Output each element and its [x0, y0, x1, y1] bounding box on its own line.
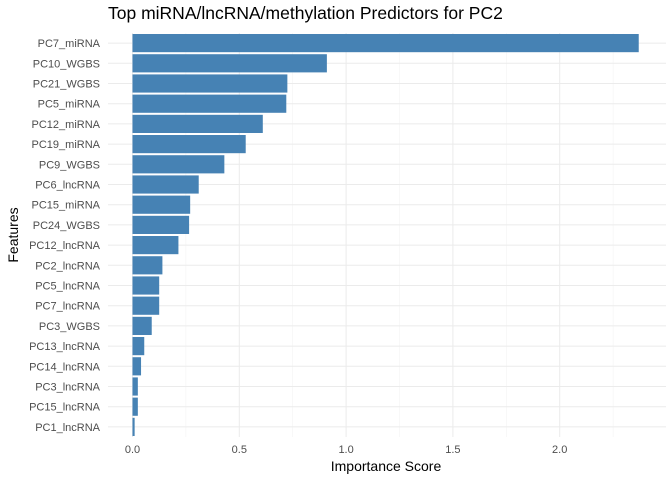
bar [132, 397, 138, 416]
y-tick-label: PC6_lncRNA [35, 180, 100, 192]
y-tick-label: PC5_miRNA [38, 99, 101, 111]
bar [132, 114, 263, 133]
bar [132, 195, 191, 214]
y-tick-label: PC19_miRNA [32, 139, 101, 151]
bars [132, 34, 639, 436]
y-tick-label: PC2_lncRNA [35, 260, 100, 272]
y-tick-label: PC14_lncRNA [29, 361, 101, 373]
bar [132, 155, 225, 174]
y-tick-label: PC7_lncRNA [35, 301, 100, 313]
y-tick-label: PC3_lncRNA [35, 382, 100, 394]
bar [132, 34, 639, 53]
y-tick-label: PC15_lncRNA [29, 402, 101, 414]
y-tick-labels: PC7_miRNA PC10_WGBS PC21_WGBS PC5_miRNA PC12… [29, 38, 101, 434]
y-tick-label: PC21_WGBS [33, 79, 100, 91]
bar [132, 276, 160, 295]
y-tick-label: PC1_lncRNA [35, 422, 100, 434]
y-axis-title: Features [5, 207, 21, 262]
y-tick-label: PC3_WGBS [39, 321, 100, 333]
x-tick-label: 0.0 [125, 444, 140, 456]
y-tick-label: PC10_WGBS [33, 58, 100, 70]
bar [132, 296, 160, 315]
y-tick-label: PC9_WGBS [39, 159, 100, 171]
x-axis-title: Importance Score [331, 458, 442, 474]
y-tick-label: PC15_miRNA [32, 200, 101, 212]
x-tick-labels: 0.0 0.5 1.0 1.5 2.0 [125, 444, 567, 456]
y-tick-label: PC24_WGBS [33, 220, 100, 232]
x-tick-label: 1.0 [338, 444, 353, 456]
bar [132, 417, 135, 436]
y-tick-label: PC13_lncRNA [29, 341, 101, 353]
bar [132, 135, 246, 154]
chart-title: Top miRNA/lncRNA/methylation Predictors … [108, 3, 503, 23]
bar [132, 316, 152, 335]
y-tick-label: PC12_miRNA [32, 119, 101, 131]
y-tick-label: PC7_miRNA [38, 38, 101, 50]
x-tick-label: 2.0 [552, 444, 567, 456]
bar [132, 74, 288, 93]
bar [132, 256, 163, 275]
bar [132, 94, 287, 113]
bar [132, 215, 190, 234]
bar [132, 236, 179, 255]
y-tick-label: PC5_lncRNA [35, 281, 100, 293]
y-tick-label: PC12_lncRNA [29, 240, 101, 252]
x-tick-label: 0.5 [232, 444, 247, 456]
x-tick-label: 1.5 [445, 444, 460, 456]
bar [132, 337, 145, 356]
bar [132, 54, 327, 73]
bar [132, 175, 199, 194]
bar [132, 357, 142, 376]
bar [132, 377, 138, 396]
